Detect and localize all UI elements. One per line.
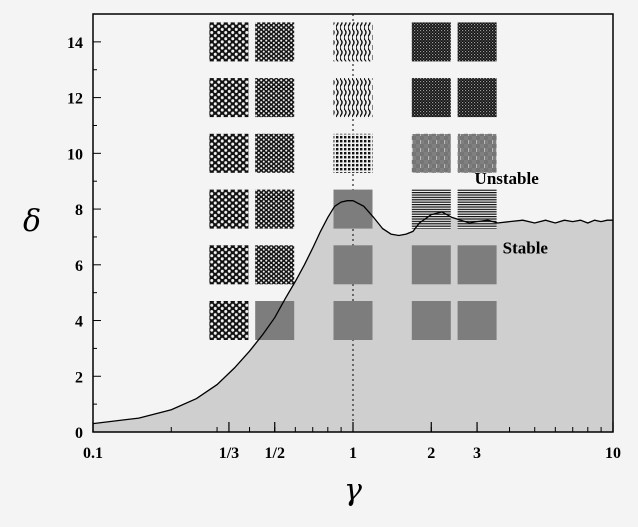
pattern-inset-wavy-stripes [333, 22, 373, 62]
pattern-inset-dense-dots [255, 78, 295, 118]
y-tick-label: 2 [75, 369, 83, 386]
y-tick-label: 12 [67, 91, 83, 108]
pattern-inset-dense-dots [255, 22, 295, 62]
pattern-inset-hexagonal-dots [209, 22, 249, 62]
pattern-inset-fine-labyrinth [411, 22, 451, 62]
x-tick-label: 1/2 [265, 445, 285, 462]
pattern-inset-fine-labyrinth [457, 78, 497, 118]
x-tick-label: 1/3 [219, 445, 239, 462]
region-label-stable: Stable [503, 239, 549, 258]
stability-boundary [92, 200, 613, 425]
x-tick-label: 3 [473, 445, 481, 462]
pattern-inset-mixed-stripes [457, 133, 497, 173]
pattern-inset-uniform [333, 301, 373, 340]
y-tick-label: 0 [75, 425, 83, 442]
pattern-inset-fine-labyrinth [457, 22, 497, 62]
pattern-inset-hexagonal-dots [209, 301, 249, 340]
pattern-inset-stripes [457, 189, 497, 229]
pattern-inset-mixed-stripes [411, 133, 451, 173]
pattern-inset-squares [333, 133, 373, 173]
pattern-inset-uniform [411, 245, 451, 285]
pattern-inset-uniform [411, 301, 451, 340]
x-tick-label: 10 [605, 445, 621, 462]
pattern-inset-dense-dots [255, 245, 295, 285]
pattern-inset-hexagonal-dots [209, 78, 249, 118]
pattern-inset-hexagonal-dots [209, 245, 249, 285]
pattern-inset-uniform [333, 245, 373, 285]
x-tick-label: 2 [427, 445, 435, 462]
y-tick-label: 6 [75, 258, 83, 275]
y-axis-title: δ [23, 204, 41, 239]
pattern-inset-uniform [255, 301, 295, 340]
pattern-inset-wavy-stripes [333, 78, 373, 118]
x-tick-label: 1 [349, 445, 357, 462]
pattern-inset-uniform [457, 301, 497, 340]
pattern-inset-uniform [457, 245, 497, 285]
pattern-inset-dense-dots [255, 133, 295, 173]
y-tick-label: 10 [67, 146, 83, 163]
y-tick-label: 4 [75, 314, 83, 331]
pattern-inset-hexagonal-dots [209, 133, 249, 173]
y-tick-label: 14 [67, 35, 83, 52]
x-axis-title: γ [344, 473, 362, 508]
pattern-inset-dense-dots [255, 189, 295, 229]
pattern-inset-hexagonal-dots [209, 189, 249, 229]
pattern-inset-stripes [411, 189, 451, 229]
y-tick-label: 8 [75, 202, 83, 219]
pattern-inset-fine-labyrinth [411, 78, 451, 118]
x-tick-label: 0.1 [83, 445, 103, 462]
region-label-unstable: Unstable [475, 169, 540, 188]
